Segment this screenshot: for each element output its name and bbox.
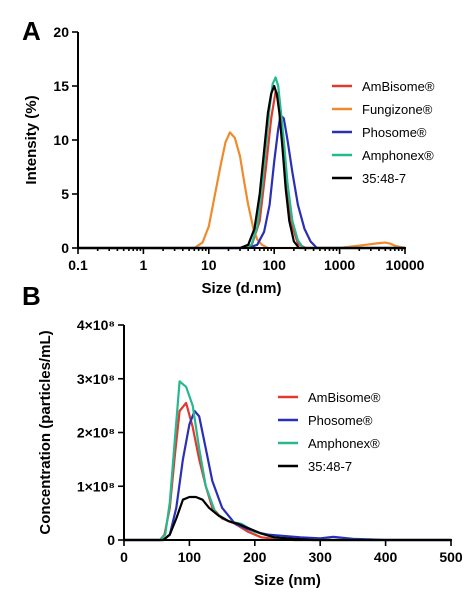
x-tick-label: 300 bbox=[309, 549, 333, 565]
x-tick-label: 100 bbox=[178, 549, 202, 565]
legend-label-amphonex: Amphonex® bbox=[362, 148, 434, 163]
panel-a-chart: 0.1 1 10 100 1000 10000 0 5 10 15 20 Size (d.nm) Int… bbox=[23, 24, 435, 297]
y-tick-label: 10 bbox=[53, 132, 69, 148]
series-line-35-48-7 bbox=[122, 495, 453, 542]
y-tick-label: 20 bbox=[53, 24, 69, 40]
y-tick-label: 2×10⁸ bbox=[77, 425, 115, 441]
x-tick-label: 1000 bbox=[324, 257, 355, 273]
legend-label-phosome: Phosome® bbox=[308, 413, 373, 428]
x-tick-label: 10000 bbox=[386, 257, 425, 273]
panel-a-letter: A bbox=[22, 16, 41, 46]
panel-b-chart: 0 100 200 300 400 500 0 1×10⁸ 2×10⁸ 3×10⁸ 4×10⁸ Siz… bbox=[37, 317, 463, 589]
y-tick-label: 5 bbox=[61, 186, 69, 202]
x-tick-label: 0 bbox=[120, 549, 128, 565]
legend-label-35-48-7: 35:48-7 bbox=[308, 459, 352, 474]
y-tick-label: 4×10⁸ bbox=[77, 317, 115, 333]
x-tick-label: 500 bbox=[439, 549, 463, 565]
x-tick-label: 10 bbox=[201, 257, 217, 273]
x-tick-label: 1 bbox=[140, 257, 148, 273]
y-axis-title: Intensity (%) bbox=[23, 95, 40, 184]
legend-label-ambisome: AmBisome® bbox=[362, 79, 435, 94]
x-tick-label: 100 bbox=[263, 257, 287, 273]
x-axis-title: Size (nm) bbox=[254, 572, 321, 589]
y-tick-label: 15 bbox=[53, 78, 69, 94]
x-tick-label: 200 bbox=[243, 549, 267, 565]
legend-label-35-48-7: 35:48-7 bbox=[362, 171, 406, 186]
x-axis-title: Size (d.nm) bbox=[201, 280, 281, 297]
legend-label-ambisome: AmBisome® bbox=[308, 390, 381, 405]
y-tick-label: 0 bbox=[61, 240, 69, 256]
y-tick-label: 3×10⁸ bbox=[77, 371, 115, 387]
legend-label-phosome: Phosome® bbox=[362, 125, 427, 140]
y-tick-label: 0 bbox=[107, 532, 115, 548]
y-tick-label: 1×10⁸ bbox=[77, 478, 115, 494]
y-axis-title: Concentration (particles/mL) bbox=[37, 330, 54, 534]
series-line-amphonex bbox=[122, 380, 453, 542]
legend-label-amphonex: Amphonex® bbox=[308, 436, 380, 451]
legend-label-fungizone: Fungizone® bbox=[362, 102, 433, 117]
series-line-fungizone bbox=[76, 131, 407, 250]
panel-b-letter: B bbox=[22, 281, 41, 311]
x-tick-label: 400 bbox=[374, 549, 398, 565]
series-line-35-48-7 bbox=[76, 84, 407, 250]
x-tick-label: 0.1 bbox=[68, 257, 88, 273]
series-line-phosome bbox=[122, 409, 453, 542]
series-line-amphonex bbox=[76, 76, 407, 250]
series-line-phosome bbox=[76, 114, 407, 250]
